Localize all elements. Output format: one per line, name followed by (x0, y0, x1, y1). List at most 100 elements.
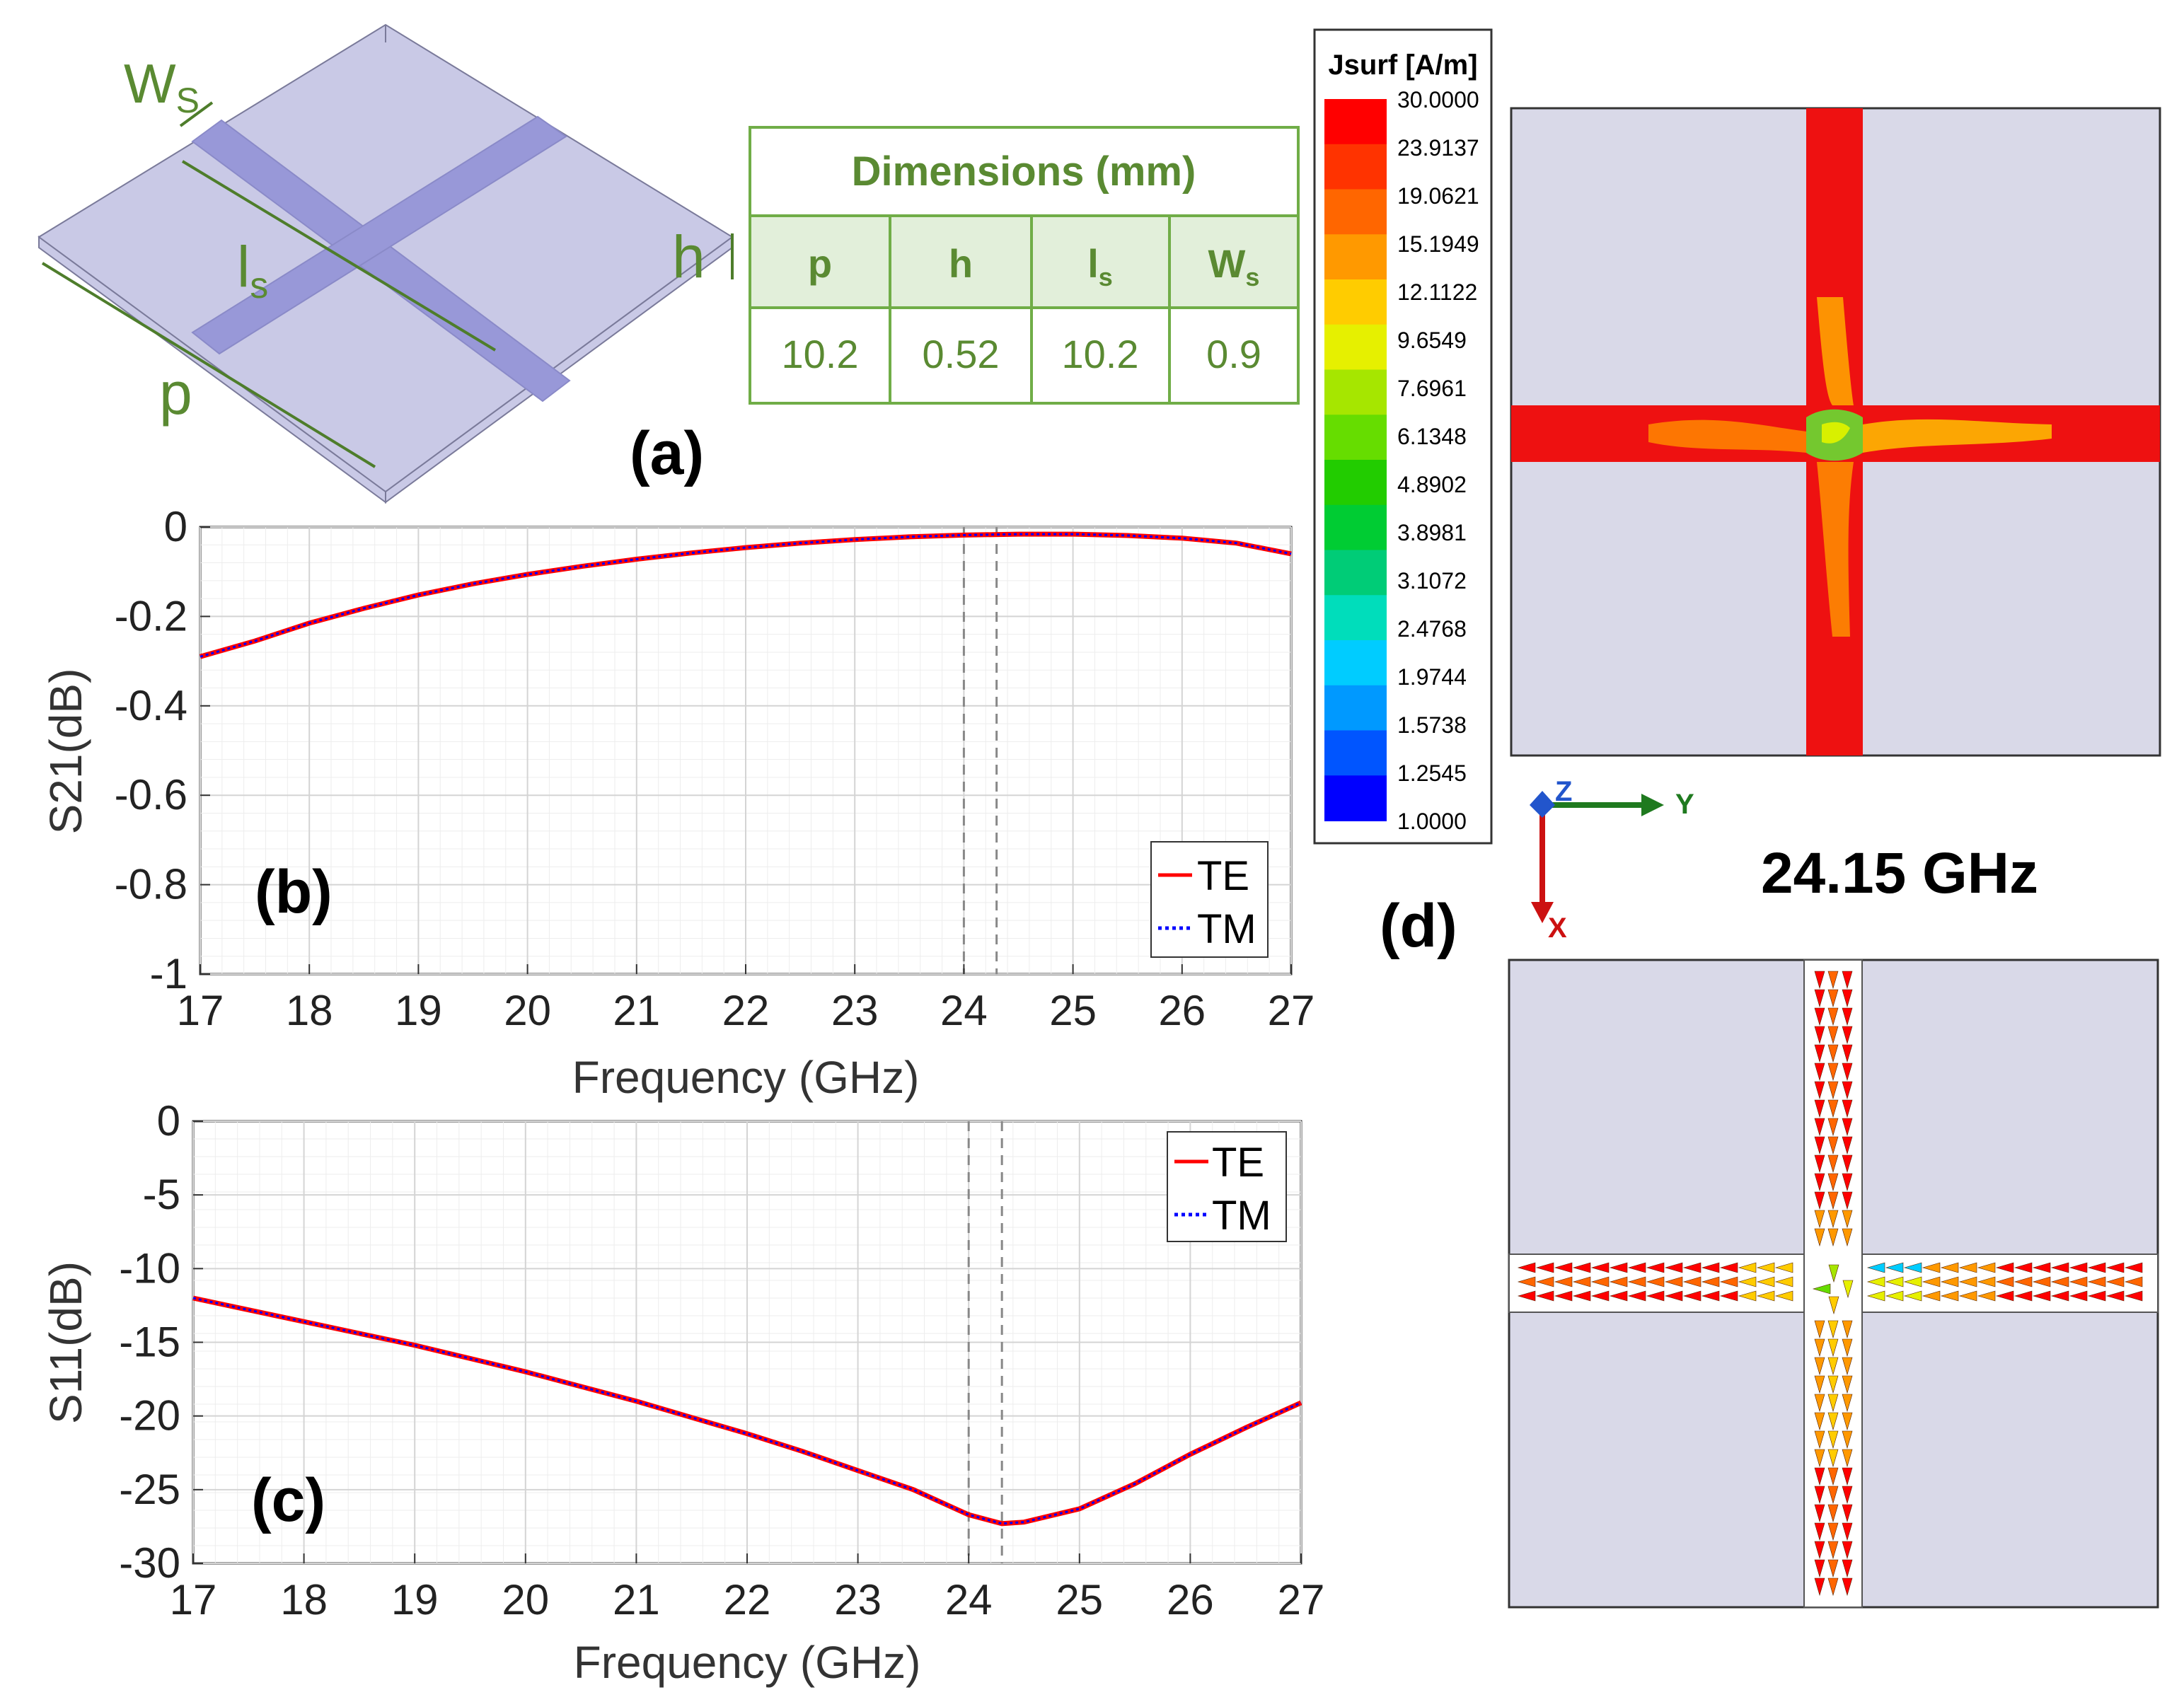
current-vector-arrow (1842, 971, 1853, 990)
current-vector-arrow (1842, 989, 1853, 1008)
current-vector-arrow (1517, 1276, 1536, 1287)
current-vector-arrow (1814, 1559, 1825, 1578)
current-vector-arrow (1627, 1262, 1646, 1273)
current-vector-arrow (1842, 1099, 1853, 1118)
current-vector-arrow (1535, 1290, 1554, 1302)
current-vector-arrow (2105, 1276, 2125, 1287)
colorbar-swatch (1324, 550, 1387, 596)
current-vector-arrow (1842, 1280, 1854, 1299)
current-vector-arrow (1814, 1486, 1825, 1505)
current-vector-map (1508, 959, 2159, 1609)
panel-d-label: (d) (1380, 892, 1457, 960)
current-vector-arrow (2105, 1262, 2125, 1273)
current-vector-arrow (1842, 1173, 1853, 1192)
current-vector-arrow (2069, 1276, 2088, 1287)
current-vector-arrow (1827, 1467, 1839, 1486)
current-vector-arrow (1590, 1290, 1610, 1302)
current-vector-arrow (1572, 1262, 1591, 1273)
current-vector-arrow (2013, 1262, 2033, 1273)
current-vector-arrow (1903, 1276, 1922, 1287)
current-vector-arrow (1922, 1276, 1941, 1287)
current-vector-arrow (1701, 1276, 1720, 1287)
colorbar-tick-label: 15.1949 (1397, 231, 1479, 257)
colorbar-swatch (1324, 640, 1387, 686)
colorbar-tick-label: 9.6549 (1397, 328, 1467, 353)
current-vector-arrow (1814, 1026, 1825, 1045)
colorbar-tick-label: 1.9744 (1397, 664, 1467, 690)
current-vector-arrow (1719, 1276, 1738, 1287)
current-vector-arrow (2069, 1290, 2088, 1302)
current-vector-arrow (1827, 1007, 1839, 1026)
y-tick-label: 0 (157, 1097, 180, 1145)
current-vector-arrow (1958, 1290, 1977, 1302)
current-vector-arrow (1774, 1290, 1793, 1302)
current-vector-arrow (1842, 1486, 1853, 1505)
x-tick-label: 26 (1167, 1576, 1214, 1623)
legend-tm-label: TM (1212, 1193, 1271, 1239)
current-vector-arrow (1814, 1063, 1825, 1082)
current-vector-arrow (1828, 1264, 1839, 1283)
colorbar-tick-label: 6.1348 (1397, 424, 1467, 449)
colorbar-swatch (1324, 685, 1387, 731)
current-vector-arrow (1827, 1449, 1839, 1468)
frequency-label: 24.15 GHz (1761, 841, 2038, 905)
x-tick-label: 24 (945, 1576, 993, 1623)
table-value-h: 0.52 (923, 332, 1000, 376)
current-vector-arrow (1828, 1296, 1839, 1315)
current-vector-arrow (2032, 1290, 2051, 1302)
current-vector-arrow (1572, 1276, 1591, 1287)
current-vector-arrow (1827, 1320, 1839, 1339)
colorbar-tick-label: 1.0000 (1397, 809, 1467, 834)
colorbar-tick-label: 4.8902 (1397, 472, 1467, 497)
current-vector-arrow (1814, 1044, 1825, 1063)
y-tick-label: -0.8 (115, 861, 187, 908)
table-title: Dimensions (mm) (852, 149, 1196, 195)
current-vector-arrow (1682, 1290, 1701, 1302)
colorbar-swatch (1324, 189, 1387, 236)
current-vector-arrow (1814, 1504, 1825, 1523)
colorbar-swatch (1324, 460, 1387, 506)
current-vector-arrow (1814, 1081, 1825, 1100)
current-vector-arrow (1517, 1262, 1536, 1273)
current-vector-arrow (1827, 1044, 1839, 1063)
panel-c-label: (c) (251, 1466, 325, 1534)
current-vector-arrow (1903, 1290, 1922, 1302)
x-tick-label: 23 (834, 1576, 882, 1623)
current-vector-arrow (1738, 1262, 1757, 1273)
current-vector-arrow (1756, 1290, 1775, 1302)
legend-tm-label: TM (1197, 906, 1256, 952)
y-tick-label: -15 (119, 1319, 180, 1366)
current-vector-arrow (1958, 1262, 1977, 1273)
table-header-ls: ls (1087, 241, 1113, 291)
current-vector-arrow (1842, 1430, 1853, 1449)
current-vector-arrow (1774, 1276, 1793, 1287)
x-tick-label: 27 (1268, 987, 1315, 1034)
current-vector-arrow (1842, 1559, 1853, 1578)
jsurf-colorbar: Jsurf [A/m] 30.0000 23.9137 19.0621 15.1949… (1313, 28, 1493, 845)
panel-a-label: (a) (630, 419, 704, 487)
current-vector-arrow (1627, 1290, 1646, 1302)
y-tick-label: -1 (150, 950, 187, 997)
current-vector-arrow (1609, 1262, 1628, 1273)
current-vector-arrow (1827, 1394, 1839, 1413)
strip-diagonal-a (191, 119, 571, 403)
current-vector-arrow (1842, 1026, 1853, 1045)
current-vector-arrow (1827, 1228, 1839, 1247)
current-vector-arrow (2087, 1262, 2106, 1273)
current-vector-arrow (1738, 1276, 1757, 1287)
x-tick-label: 19 (395, 987, 442, 1034)
current-vector-arrow (1814, 1357, 1825, 1376)
colorbar-tick-label: 2.4768 (1397, 616, 1467, 642)
current-vector-arrow (1738, 1290, 1757, 1302)
current-vector-arrow (1827, 1173, 1839, 1192)
current-vector-arrow (1842, 1081, 1853, 1100)
s21-xlabel: Frequency (GHz) (572, 1052, 920, 1103)
current-vector-arrow (1827, 1099, 1839, 1118)
current-vector-arrow (2013, 1276, 2033, 1287)
x-tick-label: 26 (1158, 987, 1206, 1034)
current-magnitude-map (1510, 107, 2161, 757)
current-vector-arrow (1842, 1191, 1853, 1210)
y-tick-label: -0.4 (115, 682, 187, 729)
current-vector-arrow (1940, 1262, 1959, 1273)
